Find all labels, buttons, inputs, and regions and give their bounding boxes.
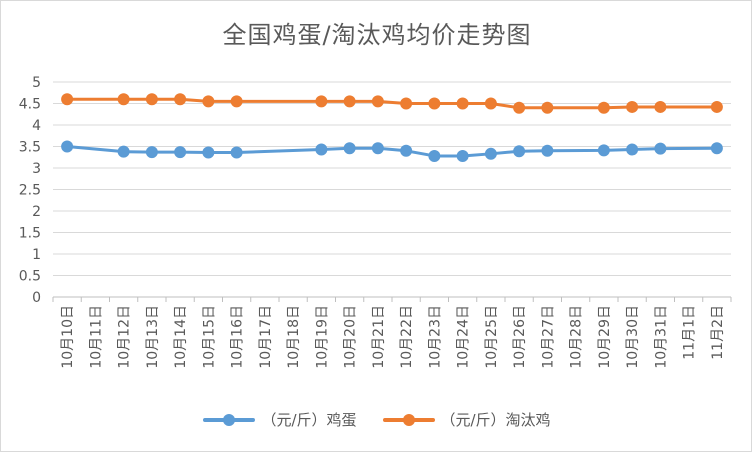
x-tick-label: 10月27日	[540, 305, 556, 369]
data-point-series-1	[626, 100, 639, 113]
data-point-series-0	[315, 143, 328, 156]
data-point-series-1	[174, 93, 187, 106]
y-tick-label: 3	[32, 161, 41, 177]
data-point-series-1	[456, 97, 469, 110]
y-tick-label: 3.5	[19, 140, 41, 156]
data-point-series-0	[484, 147, 497, 160]
legend-item-egg: （元/斤）鸡蛋	[203, 409, 357, 430]
series-line-0	[65, 145, 719, 158]
data-point-series-0	[61, 140, 74, 153]
chart-legend: （元/斤）鸡蛋 （元/斤）淘汰鸡	[1, 409, 752, 430]
data-point-series-0	[400, 144, 413, 157]
data-point-series-0	[597, 144, 610, 157]
x-tick-label: 10月16日	[230, 305, 246, 369]
data-point-series-1	[202, 95, 215, 108]
legend-swatch-egg	[203, 413, 256, 426]
y-tick-label: 2	[32, 204, 41, 220]
data-point-series-0	[202, 146, 215, 159]
data-point-series-0	[626, 143, 639, 156]
data-point-series-0	[513, 145, 526, 158]
x-tick-label: 10月11日	[88, 305, 104, 369]
data-point-series-1	[343, 95, 356, 108]
data-point-series-0	[117, 145, 130, 158]
x-tick-label: 10月25日	[484, 305, 500, 369]
data-point-series-0	[456, 149, 469, 162]
y-tick-label: 2.5	[19, 183, 41, 199]
data-point-series-1	[145, 93, 158, 106]
legend-label-culled-hen: （元/斤）淘汰鸡	[440, 411, 551, 429]
x-tick-label: 10月17日	[258, 305, 274, 369]
data-point-series-0	[428, 149, 441, 162]
y-tick-label: 1.5	[19, 226, 41, 242]
x-tick-label: 10月15日	[201, 305, 217, 369]
y-tick-label: 5	[32, 75, 41, 91]
y-tick-label: 4.5	[19, 97, 41, 113]
y-tick-label: 0	[32, 290, 41, 306]
data-point-series-0	[145, 146, 158, 159]
y-tick-label: 4	[32, 118, 41, 134]
y-tick-label: 1	[32, 247, 41, 263]
data-point-series-0	[654, 142, 667, 155]
data-point-series-0	[371, 142, 384, 155]
legend-swatch-culled-hen	[382, 413, 435, 426]
x-tick-label: 10月21日	[371, 305, 387, 369]
data-point-series-1	[654, 100, 667, 113]
data-point-series-1	[541, 101, 554, 114]
data-point-series-1	[428, 97, 441, 110]
x-tick-label: 10月13日	[145, 305, 161, 369]
x-tick-label: 10月10日	[60, 305, 76, 369]
x-tick-label: 10月14日	[173, 305, 189, 369]
x-tick-label: 10月29日	[597, 305, 613, 369]
x-tick-label: 10月31日	[653, 305, 669, 369]
x-tick-label: 10月24日	[456, 305, 472, 369]
x-tick-label: 10月28日	[569, 305, 585, 369]
data-point-series-1	[315, 95, 328, 108]
chart-title: 全国鸡蛋/淘汰鸡均价走势图	[222, 21, 532, 49]
x-tick-label: 10月12日	[117, 305, 133, 369]
data-point-series-1	[61, 93, 74, 106]
data-point-series-0	[710, 142, 723, 155]
legend-label-egg: （元/斤）鸡蛋	[261, 411, 357, 429]
data-point-series-1	[230, 95, 243, 108]
data-point-series-0	[230, 146, 243, 159]
data-point-series-1	[117, 93, 130, 106]
data-point-series-1	[710, 100, 723, 113]
x-tick-label: 10月23日	[427, 305, 443, 369]
data-point-series-0	[343, 142, 356, 155]
x-tick-label: 10月26日	[512, 305, 528, 369]
x-tick-label: 10月19日	[314, 305, 330, 369]
x-tick-label: 11月1日	[682, 305, 698, 360]
x-tick-label: 10月30日	[625, 305, 641, 369]
data-point-series-0	[174, 146, 187, 159]
data-point-series-1	[597, 101, 610, 114]
data-point-series-1	[484, 97, 497, 110]
x-tick-label: 10月22日	[399, 305, 415, 369]
data-point-series-1	[371, 95, 384, 108]
legend-item-culled-hen: （元/斤）淘汰鸡	[382, 409, 551, 430]
x-tick-label: 10月18日	[286, 305, 302, 369]
x-tick-label: 10月20日	[343, 305, 359, 369]
x-tick-label: 11月2日	[710, 305, 726, 360]
data-point-series-1	[513, 101, 526, 114]
y-tick-label: 0.5	[19, 269, 41, 285]
data-point-series-0	[541, 144, 554, 157]
data-point-series-1	[400, 97, 413, 110]
